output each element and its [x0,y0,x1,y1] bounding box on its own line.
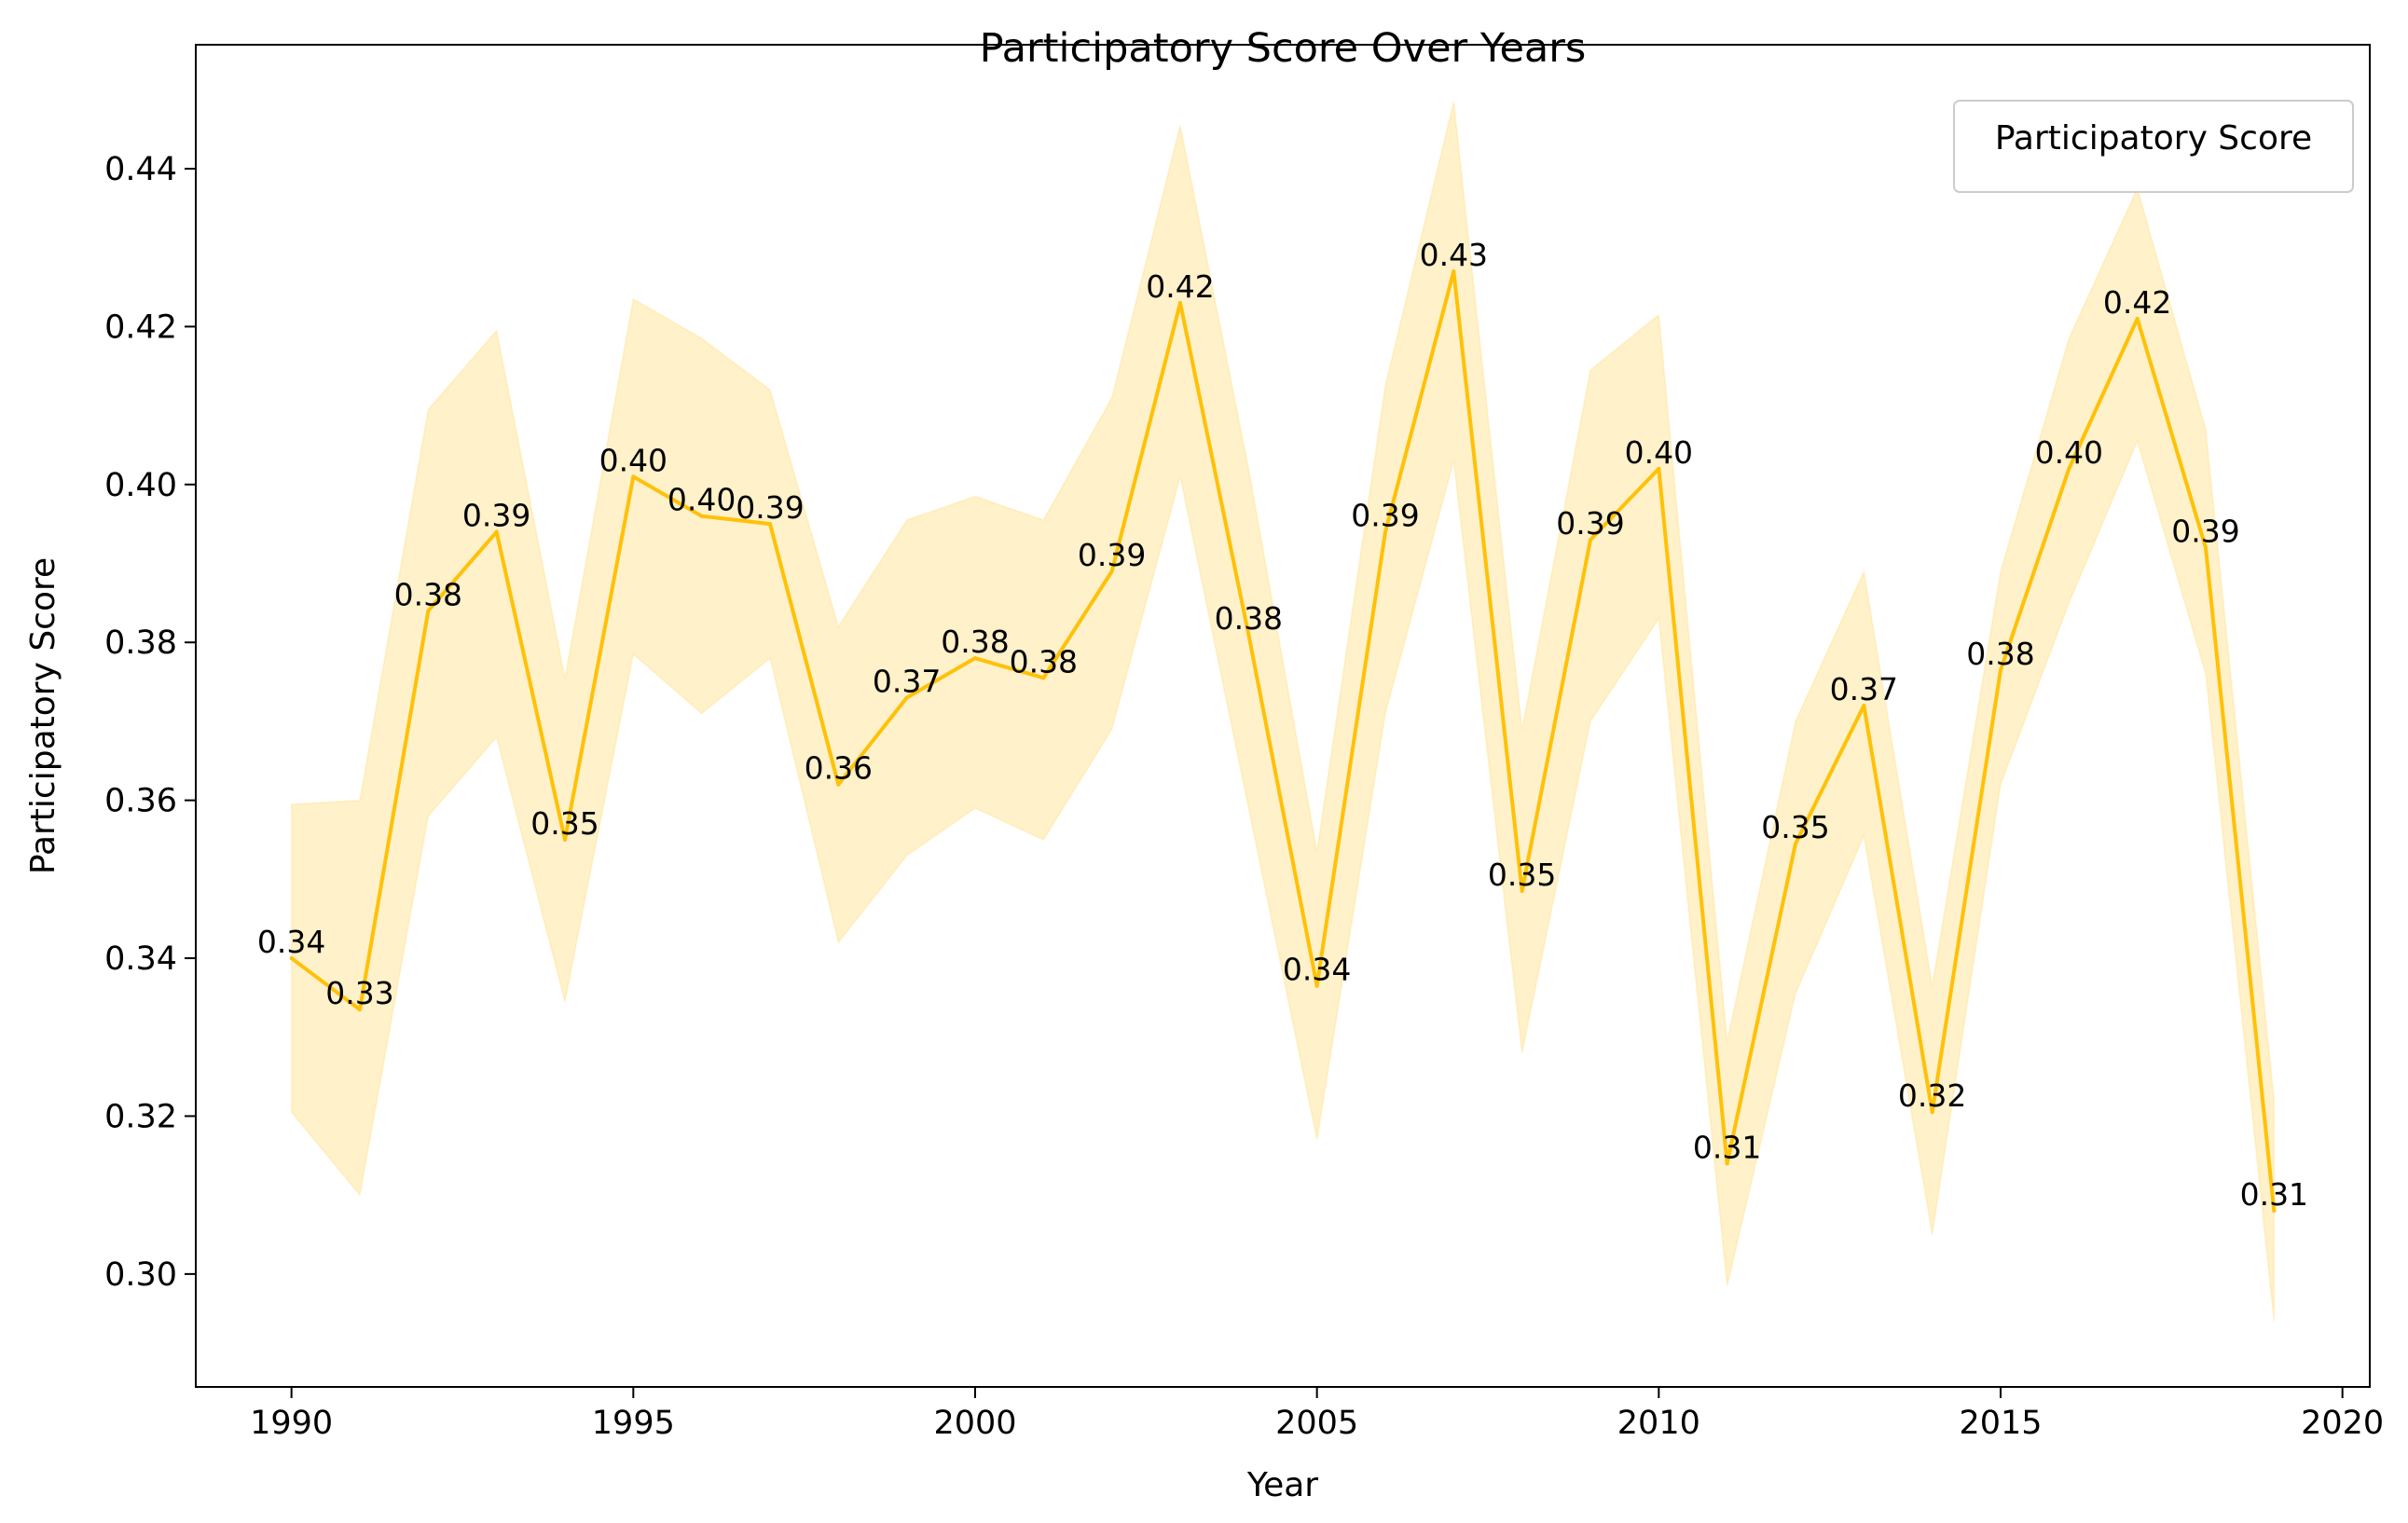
y-tick-label: 0.34 [104,940,177,978]
x-axis-label: Year [1246,1466,1318,1504]
legend: Participatory Score [1953,100,2354,193]
data-label: 0.35 [1761,809,1829,845]
data-label: 0.38 [1966,636,2034,672]
data-point [699,514,704,518]
y-tick-label: 0.44 [104,151,177,188]
data-label: 0.40 [2035,434,2103,471]
data-label: 0.37 [873,664,941,700]
data-point [1383,529,1387,534]
legend-box [1953,100,2354,193]
data-point [768,522,772,527]
x-tick-label: 1990 [250,1405,333,1442]
y-axis-label: Participatory Score [24,557,62,874]
data-label: 0.35 [530,805,599,842]
data-point [494,529,499,534]
legend-title: Participatory Score [1995,119,2312,158]
data-label: 0.40 [1625,434,1693,471]
y-axis: 0.30 0.32 0.34 0.36 0.38 0.40 0.42 0.44 [104,151,196,1294]
x-tick-label: 2010 [1617,1405,1700,1442]
data-point [631,474,636,479]
data-point [1109,569,1114,573]
data-label: 0.33 [325,975,393,1011]
data-point [1930,1110,1934,1115]
y-tick-label: 0.38 [104,624,177,662]
plot-frame [195,44,2371,1388]
data-point [904,695,909,700]
x-tick-label: 2020 [2301,1405,2384,1442]
data-point [1520,889,1524,894]
y-tick-label: 0.32 [104,1098,177,1135]
y-tick-label: 0.42 [104,309,177,346]
data-label: 0.36 [805,750,873,787]
data-label: 0.39 [1556,505,1624,542]
data-point [1178,300,1182,305]
data-label: 0.31 [1693,1129,1761,1165]
data-label: 0.38 [1010,643,1078,679]
data-point [358,1008,362,1012]
data-label: 0.40 [599,442,667,478]
data-label: 0.42 [2103,284,2171,321]
data-label: 0.37 [1830,671,1898,707]
data-point [2272,1209,2277,1214]
data-point [563,837,567,842]
data-point [1862,703,1866,707]
data-point [836,782,841,787]
y-tick-label: 0.40 [104,467,177,504]
data-point [2067,466,2071,471]
series-line [290,269,2277,1212]
data-label: 0.43 [1420,237,1488,273]
data-label: 0.39 [462,498,530,534]
data-point [2204,545,2208,550]
y-tick-label: 0.36 [104,783,177,820]
data-point [1999,667,2002,672]
series-line-layer [289,269,2277,1214]
data-label: 0.34 [1283,952,1351,988]
data-label: 0.38 [1215,600,1283,637]
data-point [1246,632,1251,637]
data-label-layer: 0.340.330.380.390.350.400.40 0.390.360.37… [257,237,2308,1213]
data-label: 0.39 [1351,498,1419,534]
data-label: 0.35 [1488,857,1556,893]
data-point [1794,842,1797,846]
data-label: 0.38 [394,576,462,612]
data-label: 0.31 [2240,1176,2308,1213]
data-point [426,609,431,613]
data-point [1589,538,1592,542]
data-point [289,956,294,961]
data-point [1725,1161,1729,1166]
data-point [973,656,977,661]
x-tick-label: 2000 [933,1405,1016,1442]
x-axis: 1990 1995 2000 2005 2010 2015 2020 [250,1387,2384,1442]
data-point [2135,316,2140,321]
confidence-band [290,101,2276,1322]
data-label: 0.32 [1898,1077,1966,1114]
data-point [1314,983,1319,988]
data-point [1657,466,1661,471]
data-label: 0.42 [1146,268,1214,305]
data-label: 0.39 [2171,514,2239,550]
x-tick-label: 1995 [592,1405,675,1442]
data-point [1452,269,1456,274]
data-label: 0.39 [736,489,804,526]
confidence-band-layer [290,101,2276,1322]
data-label: 0.40 [667,482,736,518]
data-label: 0.39 [1078,537,1146,573]
y-tick-label: 0.30 [104,1256,177,1294]
chart-title: Participatory Score Over Years [980,25,1587,72]
data-label: 0.34 [257,924,325,960]
data-point [1041,676,1046,680]
data-label: 0.38 [941,624,1009,660]
x-tick-label: 2015 [1959,1405,2042,1442]
x-tick-label: 2005 [1275,1405,1358,1442]
